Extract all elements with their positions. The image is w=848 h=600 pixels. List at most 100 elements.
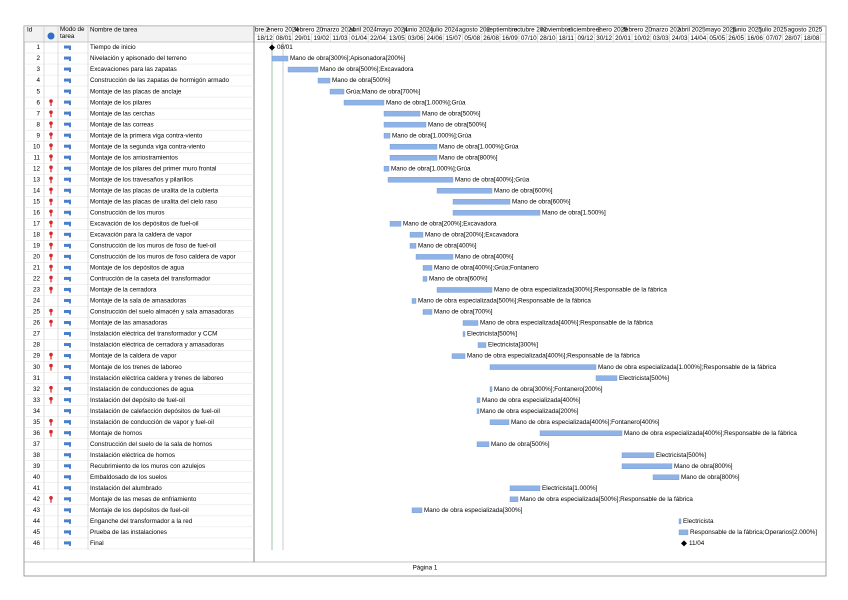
resource-label: Mano de obra[500%]: [428, 121, 487, 128]
date-label: 22/04: [370, 35, 386, 42]
date-label: 16/09: [502, 35, 518, 42]
pin-icon: [49, 198, 53, 203]
milestone-label: 11/04: [689, 540, 705, 547]
resource-label: Mano de obra[400%]: [455, 254, 514, 261]
task-id: 8: [36, 121, 40, 128]
task-bar: [452, 199, 511, 205]
task-mode-icon-tail: [69, 56, 71, 62]
task-id: 45: [33, 529, 41, 536]
resource-label: Electricista[500%]: [656, 452, 706, 459]
task-bar: [422, 276, 428, 282]
task-id: 2: [36, 55, 40, 62]
table-header: [23, 25, 255, 43]
task-id: 13: [33, 176, 41, 183]
task-id: 31: [33, 375, 41, 382]
pin-icon-stem: [50, 113, 52, 118]
task-mode-icon: [64, 199, 71, 203]
resource-label: Mano de obra[300%];Fontanero[200%]: [494, 386, 603, 393]
task-bar: [621, 463, 673, 469]
month-label: septiembre: [486, 27, 518, 34]
task-bar: [411, 507, 423, 514]
task-id: 4: [36, 77, 40, 84]
month-label: mayo 2024: [377, 27, 409, 34]
task-mode-icon: [64, 464, 71, 468]
task-bar: [452, 210, 541, 216]
task-mode-icon-tail: [69, 519, 71, 524]
task-id: 11: [33, 154, 40, 161]
task-id: 41: [33, 485, 41, 492]
task-bar: [462, 331, 466, 337]
task-bar: [317, 77, 331, 84]
resource-label: Mano de obra especializada[1.000%];Respo…: [598, 364, 777, 371]
task-id: 27: [33, 331, 41, 338]
task-bar: [422, 309, 433, 315]
pin-icon: [49, 363, 53, 368]
resource-label: Mano de obra[500%]: [332, 77, 391, 84]
date-label: 08/01: [276, 35, 292, 42]
pin-icon-stem: [50, 432, 52, 437]
task-mode-icon: [64, 276, 71, 280]
task-name: Instalación eléctrica del transformador …: [90, 331, 217, 338]
task-mode-icon: [64, 298, 71, 302]
resource-label: Mano de obra[500%];Excavadora: [320, 66, 414, 73]
task-mode-icon: [64, 243, 71, 247]
task-mode-icon-tail: [69, 530, 71, 535]
resource-label: Mano de obra especializada[300%]: [424, 507, 523, 514]
task-mode-icon-tail: [69, 287, 71, 293]
pin-icon: [49, 187, 53, 192]
date-label: 07/10: [521, 35, 537, 42]
task-mode-icon-tail: [69, 199, 71, 205]
task-mode-icon-tail: [69, 442, 71, 447]
task-mode-icon: [64, 530, 71, 534]
date-label: 18/11: [559, 35, 575, 42]
task-bar: [383, 166, 390, 172]
task-id: 44: [33, 518, 41, 525]
task-mode-icon: [64, 89, 71, 93]
pin-icon-stem: [50, 146, 52, 151]
resource-label: Mano de obra[600%]: [512, 198, 571, 205]
task-mode-icon: [64, 497, 71, 501]
task-bar: [489, 419, 510, 425]
task-mode-icon-tail: [69, 89, 71, 95]
task-mode-icon-tail: [69, 100, 71, 106]
date-label: 15/07: [446, 35, 462, 42]
task-bar: [409, 243, 417, 249]
task-mode-icon-tail: [69, 243, 71, 249]
month-label: agosto 202: [459, 27, 491, 34]
task-id: 23: [33, 287, 41, 294]
task-id: 9: [36, 132, 40, 139]
pin-icon: [49, 165, 53, 170]
task-name: Nivelación y apisonado del terreno: [90, 55, 187, 62]
task-name: Montaje de los trenes de laboreo: [90, 364, 182, 371]
task-mode-icon-tail: [69, 497, 71, 502]
date-label: 30/12: [596, 35, 612, 42]
task-bar: [387, 177, 454, 183]
task-mode-icon: [64, 332, 71, 336]
task-id: 10: [33, 143, 41, 150]
task-id: 17: [33, 221, 41, 228]
pin-icon-stem: [50, 223, 52, 228]
task-mode-icon-tail: [69, 111, 71, 117]
pin-icon-stem: [50, 399, 52, 404]
task-mode-icon-tail: [69, 78, 71, 84]
task-mode-icon-tail: [69, 431, 71, 436]
task-bar: [436, 287, 493, 293]
task-mode-icon-tail: [69, 133, 71, 139]
task-mode-icon-tail: [69, 188, 71, 194]
task-bar: [409, 232, 424, 238]
milestone: [269, 44, 275, 51]
task-id: 28: [33, 342, 41, 349]
date-label: 03/06: [408, 35, 424, 42]
pin-icon-stem: [50, 168, 52, 173]
pin-icon-stem: [50, 322, 52, 327]
date-label: 28/07: [785, 35, 801, 42]
resource-label: Electricista[300%]: [488, 342, 538, 349]
task-id: 38: [33, 452, 41, 459]
col-id: Id: [27, 27, 33, 34]
task-bar: [678, 518, 682, 525]
date-label: 24/06: [427, 35, 443, 42]
task-id: 19: [33, 243, 41, 250]
task-mode-icon-tail: [69, 332, 71, 337]
task-mode-icon: [64, 221, 71, 225]
task-mode-icon: [64, 354, 71, 358]
